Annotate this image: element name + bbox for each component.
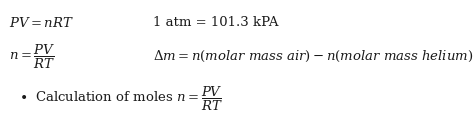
Text: $\mathit{PV} = \mathit{nRT}$: $\mathit{PV} = \mathit{nRT}$ <box>9 16 74 30</box>
Text: Calculation of moles $\mathit{n} = \dfrac{\mathit{PV}}{\mathit{RT}}$: Calculation of moles $\mathit{n} = \dfra… <box>35 84 222 113</box>
Text: $\mathit{\Delta m} = \mathit{n}\mathit{(molar\ mass\ air)} - \mathit{n}\mathit{(: $\mathit{\Delta m} = \mathit{n}\mathit{(… <box>153 49 474 64</box>
Text: 1 atm = 101.3 kPA: 1 atm = 101.3 kPA <box>153 16 279 29</box>
Text: $\mathit{n} = \dfrac{\mathit{PV}}{\mathit{RT}}$: $\mathit{n} = \dfrac{\mathit{PV}}{\mathi… <box>9 43 55 71</box>
Text: •: • <box>20 91 28 106</box>
